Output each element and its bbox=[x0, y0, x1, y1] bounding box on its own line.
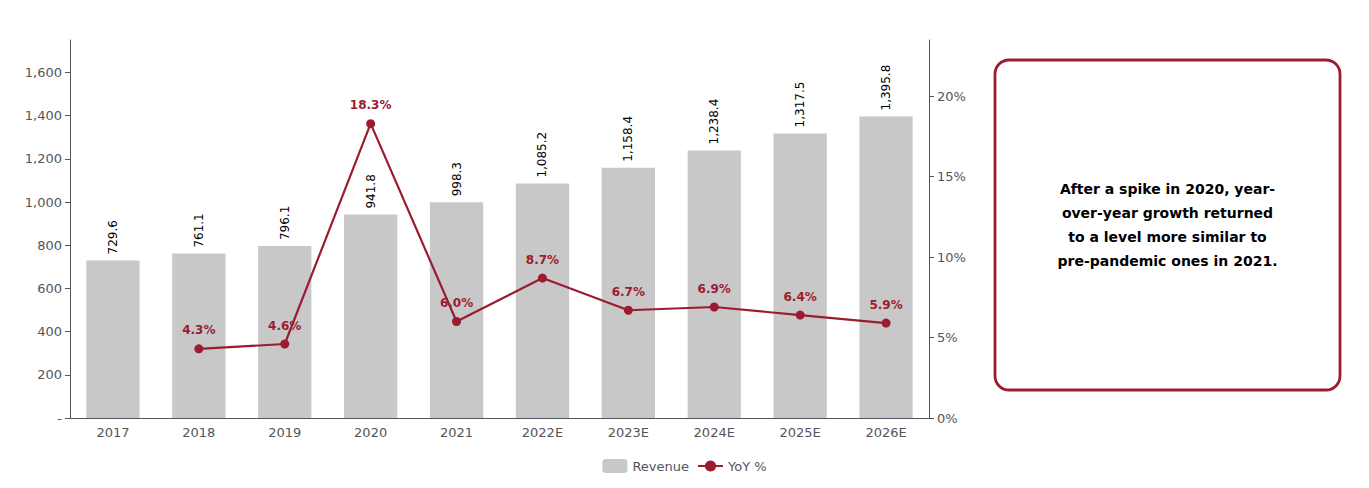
svg-text:1,158.4: 1,158.4 bbox=[621, 116, 635, 162]
svg-text:2020: 2020 bbox=[354, 425, 387, 440]
svg-text:YoY %: YoY % bbox=[727, 459, 767, 474]
svg-text:2017: 2017 bbox=[96, 425, 129, 440]
svg-text:796.1: 796.1 bbox=[278, 206, 292, 240]
svg-text:5%: 5% bbox=[937, 330, 958, 345]
svg-text:200: 200 bbox=[37, 367, 62, 382]
svg-text:1,317.5: 1,317.5 bbox=[793, 82, 807, 128]
svg-text:20%: 20% bbox=[937, 89, 966, 104]
svg-text:600: 600 bbox=[37, 281, 62, 296]
svg-text:2018: 2018 bbox=[182, 425, 215, 440]
svg-text:2019: 2019 bbox=[268, 425, 301, 440]
svg-text:998.3: 998.3 bbox=[450, 162, 464, 196]
svg-text:6.9%: 6.9% bbox=[698, 282, 731, 296]
svg-text:Revenue: Revenue bbox=[632, 459, 689, 474]
svg-text:18.3%: 18.3% bbox=[350, 98, 392, 112]
svg-text:1,400: 1,400 bbox=[25, 108, 62, 123]
svg-text:1,600: 1,600 bbox=[25, 65, 62, 80]
svg-text:6.4%: 6.4% bbox=[784, 290, 817, 304]
svg-text:2025E: 2025E bbox=[779, 425, 820, 440]
svg-text:1,238.4: 1,238.4 bbox=[707, 99, 721, 145]
svg-text:2022E: 2022E bbox=[522, 425, 563, 440]
svg-text:800: 800 bbox=[37, 238, 62, 253]
svg-text:10%: 10% bbox=[937, 250, 966, 265]
svg-text:to a level more similar to: to a level more similar to bbox=[1068, 229, 1267, 245]
svg-text:4.3%: 4.3% bbox=[182, 323, 215, 337]
svg-text:0%: 0% bbox=[937, 411, 958, 426]
svg-text:2021: 2021 bbox=[440, 425, 473, 440]
svg-text:2023E: 2023E bbox=[608, 425, 649, 440]
svg-text:4.6%: 4.6% bbox=[268, 319, 301, 333]
svg-text:1,085.2: 1,085.2 bbox=[535, 132, 549, 178]
svg-text:8.7%: 8.7% bbox=[526, 253, 559, 267]
svg-text:761.1: 761.1 bbox=[192, 213, 206, 247]
svg-text:1,395.8: 1,395.8 bbox=[879, 65, 893, 111]
svg-text:-: - bbox=[57, 411, 62, 426]
svg-text:5.9%: 5.9% bbox=[869, 298, 902, 312]
svg-text:729.6: 729.6 bbox=[106, 220, 120, 254]
svg-text:6.7%: 6.7% bbox=[612, 285, 645, 299]
svg-text:941.8: 941.8 bbox=[364, 174, 378, 208]
svg-text:2026E: 2026E bbox=[865, 425, 906, 440]
svg-text:400: 400 bbox=[37, 324, 62, 339]
svg-text:over-year growth returned: over-year growth returned bbox=[1062, 205, 1273, 221]
svg-text:15%: 15% bbox=[937, 169, 966, 184]
svg-text:2024E: 2024E bbox=[694, 425, 735, 440]
svg-text:1,000: 1,000 bbox=[25, 195, 62, 210]
svg-text:After a spike in 2020, year-: After a spike in 2020, year- bbox=[1060, 181, 1275, 197]
svg-text:pre-pandemic ones in 2021.: pre-pandemic ones in 2021. bbox=[1058, 253, 1278, 269]
svg-text:6.0%: 6.0% bbox=[440, 296, 473, 310]
svg-text:1,200: 1,200 bbox=[25, 151, 62, 166]
